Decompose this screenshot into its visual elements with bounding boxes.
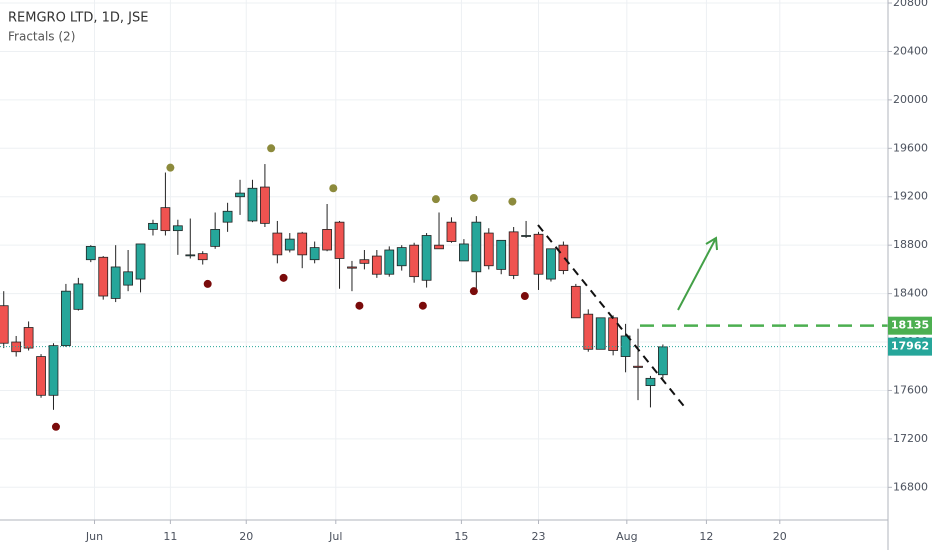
candle-body xyxy=(148,222,158,230)
candle-body xyxy=(247,187,258,222)
fractal-marker xyxy=(166,163,175,172)
candle-body xyxy=(197,253,208,261)
candle-body xyxy=(595,317,606,350)
candle-body xyxy=(359,259,370,264)
candle-body xyxy=(322,229,332,251)
fractal-marker xyxy=(431,195,440,204)
chart-title: REMGRO LTD, 1D, JSE xyxy=(8,11,148,26)
candle-body xyxy=(11,341,22,353)
fractal-marker xyxy=(279,273,288,282)
candle-body xyxy=(496,239,507,270)
candle-body xyxy=(546,248,556,280)
candle-body xyxy=(284,238,295,251)
y-tick-label: 16800 xyxy=(893,480,928,493)
fractal-marker xyxy=(51,422,60,431)
candle-body xyxy=(645,377,656,387)
candle-body xyxy=(633,365,643,368)
candle-body xyxy=(558,244,569,271)
candle-body xyxy=(172,225,183,232)
y-tick-label: 20800 xyxy=(893,0,928,9)
price-label-bg xyxy=(888,316,932,335)
candle-body xyxy=(483,232,494,267)
x-tick-label: Aug xyxy=(616,530,637,543)
price-label: 17962 xyxy=(891,340,929,353)
candle-body xyxy=(73,283,84,310)
y-tick-label: 17600 xyxy=(893,383,928,396)
x-tick-label: Jun xyxy=(85,530,103,543)
candle-body xyxy=(570,285,581,319)
y-tick-label: 18400 xyxy=(893,287,928,300)
fractal-marker xyxy=(329,184,338,193)
candle-body xyxy=(160,207,171,232)
x-tick-label: Jul xyxy=(328,530,342,543)
candle-body xyxy=(23,327,34,349)
candle-body xyxy=(210,229,221,247)
indicator-label: Fractals (2) xyxy=(8,30,75,44)
x-tick-label: 15 xyxy=(454,530,468,543)
fractal-marker xyxy=(520,292,529,301)
candle-body xyxy=(658,346,668,376)
trend-line xyxy=(537,224,688,411)
y-tick-label: 19200 xyxy=(893,190,928,203)
candle-body xyxy=(521,235,531,237)
candle-body xyxy=(272,232,283,256)
candle-body xyxy=(421,235,432,281)
candle-body xyxy=(371,255,382,275)
y-tick-label: 18800 xyxy=(893,238,928,251)
plot xyxy=(0,144,888,431)
fractal-marker xyxy=(267,144,276,153)
candle-body xyxy=(409,244,420,278)
candle-body xyxy=(85,245,96,261)
x-tick-label: 23 xyxy=(532,530,546,543)
candle-body xyxy=(135,243,146,280)
candle-body xyxy=(309,247,320,261)
candle-body xyxy=(396,247,407,267)
candle-body xyxy=(434,244,444,250)
candle-body xyxy=(36,356,46,396)
x-tick-label: 12 xyxy=(699,530,713,543)
candle-body xyxy=(61,290,71,347)
candle-body xyxy=(583,313,594,350)
x-tick-label: 20 xyxy=(239,530,253,543)
candle-body xyxy=(347,266,357,269)
candle-body xyxy=(608,317,619,351)
y-tick-label: 20400 xyxy=(893,44,928,57)
arrow-line xyxy=(677,239,716,311)
fractal-marker xyxy=(355,301,364,310)
candle-body xyxy=(297,232,308,256)
arrow-head xyxy=(705,236,718,251)
candle-body xyxy=(446,221,457,242)
candle-body xyxy=(459,243,469,262)
candle-body xyxy=(471,221,482,273)
fractal-marker xyxy=(203,279,212,288)
candle-body xyxy=(533,233,544,275)
price-label: 18135 xyxy=(891,319,929,332)
candle-body xyxy=(260,186,270,224)
candle-body xyxy=(222,210,233,223)
candle-body xyxy=(98,256,109,297)
grid xyxy=(0,0,888,520)
candle-body xyxy=(48,345,59,396)
candle-body xyxy=(185,254,196,257)
price-label-bg xyxy=(888,337,932,356)
candle-body xyxy=(123,271,133,286)
candle-body xyxy=(384,249,395,275)
x-tick-label: 20 xyxy=(773,530,787,543)
y-tick-label: 17200 xyxy=(893,432,928,445)
fractal-marker xyxy=(469,193,478,202)
x-tick-label: 11 xyxy=(163,530,177,543)
candle-body xyxy=(508,231,519,276)
y-tick-label: 20000 xyxy=(893,93,928,106)
fractal-marker xyxy=(469,287,478,296)
labels: 1680017200176001800018400188001920019600… xyxy=(85,0,932,543)
candle-body xyxy=(110,266,121,299)
fractal-marker xyxy=(418,301,427,310)
candle-body xyxy=(0,305,9,344)
y-tick-label: 19600 xyxy=(893,141,928,154)
candle-body xyxy=(235,192,245,198)
fractal-marker xyxy=(508,197,517,206)
candle-body xyxy=(334,221,345,259)
